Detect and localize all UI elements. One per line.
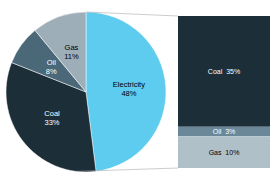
svg-text:Coal: Coal (44, 109, 60, 118)
svg-text:Gas: Gas (65, 43, 79, 52)
svg-text:Oil 3%: Oil 3% (213, 128, 236, 135)
svg-text:Electricity: Electricity (113, 80, 145, 89)
svg-text:33%: 33% (45, 118, 60, 127)
svg-text:11%: 11% (64, 52, 79, 61)
svg-text:Gas 10%: Gas 10% (209, 149, 240, 156)
svg-text:48%: 48% (121, 89, 136, 98)
svg-text:Coal 35%: Coal 35% (208, 68, 240, 75)
svg-text:8%: 8% (46, 67, 57, 76)
svg-text:Oil: Oil (47, 58, 57, 67)
